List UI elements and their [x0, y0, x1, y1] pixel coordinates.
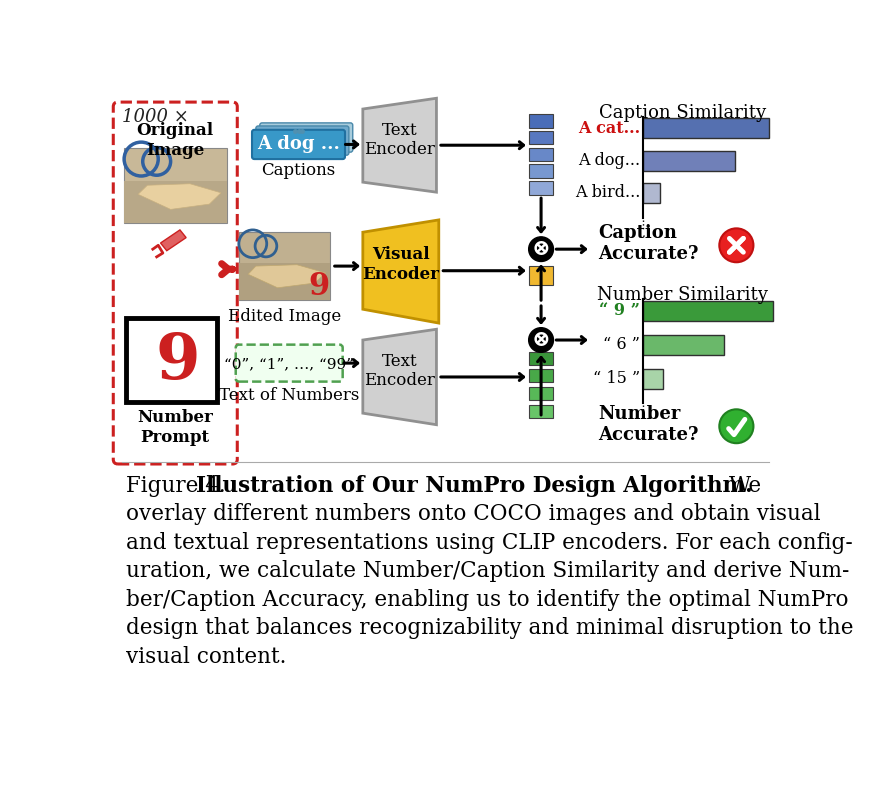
Text: 9: 9	[156, 331, 200, 392]
Text: Number
Accurate?: Number Accurate?	[599, 405, 699, 444]
FancyBboxPatch shape	[643, 183, 660, 203]
Text: Edited Image: Edited Image	[228, 308, 342, 324]
Text: A bird...: A bird...	[575, 185, 640, 201]
Text: We: We	[729, 475, 762, 496]
FancyBboxPatch shape	[643, 369, 662, 389]
Circle shape	[528, 237, 554, 262]
Text: overlay different numbers onto COCO images and obtain visual: overlay different numbers onto COCO imag…	[126, 504, 820, 525]
Polygon shape	[138, 184, 221, 209]
Text: design that balances recognizability and minimal disruption to the: design that balances recognizability and…	[126, 617, 853, 639]
FancyBboxPatch shape	[643, 118, 768, 138]
FancyBboxPatch shape	[528, 266, 554, 285]
Text: visual content.: visual content.	[126, 646, 286, 668]
FancyBboxPatch shape	[255, 126, 348, 155]
FancyBboxPatch shape	[643, 151, 734, 170]
FancyBboxPatch shape	[643, 301, 773, 321]
FancyBboxPatch shape	[528, 370, 554, 382]
Text: Text
Encoder: Text Encoder	[364, 121, 434, 158]
FancyBboxPatch shape	[124, 182, 227, 223]
FancyBboxPatch shape	[528, 113, 554, 128]
Polygon shape	[363, 220, 439, 323]
Text: 1000 ×: 1000 ×	[122, 109, 189, 126]
Circle shape	[720, 409, 753, 443]
Text: ⊗: ⊗	[532, 329, 550, 351]
Text: Figure 4.: Figure 4.	[126, 475, 225, 496]
FancyBboxPatch shape	[124, 147, 227, 223]
FancyBboxPatch shape	[126, 319, 217, 401]
Text: Number Similarity: Number Similarity	[597, 286, 767, 305]
Text: Caption
Accurate?: Caption Accurate?	[599, 224, 699, 263]
FancyBboxPatch shape	[235, 345, 342, 381]
FancyBboxPatch shape	[643, 335, 725, 354]
Text: Illustration of Our NumPro Design Algorithm.: Illustration of Our NumPro Design Algori…	[196, 475, 753, 496]
FancyBboxPatch shape	[239, 232, 330, 300]
FancyBboxPatch shape	[528, 131, 554, 144]
FancyBboxPatch shape	[528, 182, 554, 195]
FancyBboxPatch shape	[528, 164, 554, 178]
Polygon shape	[363, 329, 436, 425]
Text: “ 9 ”: “ 9 ”	[600, 302, 640, 320]
FancyBboxPatch shape	[528, 351, 554, 365]
Text: A cat...: A cat...	[578, 120, 640, 136]
Text: A dog...: A dog...	[578, 152, 640, 169]
Text: ⊗: ⊗	[532, 238, 550, 260]
Text: Captions: Captions	[262, 162, 335, 179]
Text: Text of Numbers: Text of Numbers	[219, 387, 360, 404]
Circle shape	[528, 328, 554, 352]
FancyBboxPatch shape	[239, 262, 330, 300]
Text: and textual representations using CLIP encoders. For each config-: and textual representations using CLIP e…	[126, 532, 852, 554]
FancyBboxPatch shape	[252, 130, 345, 159]
Text: “0”, “1”, …, “99”: “0”, “1”, …, “99”	[224, 357, 355, 371]
Text: uration, we calculate Number/Caption Similarity and derive Num-: uration, we calculate Number/Caption Sim…	[126, 560, 849, 582]
Text: “ 6 ”: “ 6 ”	[603, 336, 640, 353]
FancyBboxPatch shape	[528, 404, 554, 418]
Circle shape	[720, 228, 753, 262]
Text: 9: 9	[308, 270, 330, 301]
Text: Caption Similarity: Caption Similarity	[599, 105, 766, 122]
Polygon shape	[161, 230, 186, 251]
Text: A dog ...: A dog ...	[257, 136, 340, 153]
Text: “ 15 ”: “ 15 ”	[594, 370, 640, 387]
Text: Visual
Encoder: Visual Encoder	[362, 247, 440, 283]
FancyBboxPatch shape	[528, 147, 554, 162]
FancyBboxPatch shape	[528, 387, 554, 400]
Polygon shape	[363, 98, 436, 192]
Text: Original
Image: Original Image	[136, 122, 214, 159]
Polygon shape	[249, 265, 326, 288]
Text: Text
Encoder: Text Encoder	[364, 353, 434, 389]
Text: ber/Caption Accuracy, enabling us to identify the optimal NumPro: ber/Caption Accuracy, enabling us to ide…	[126, 588, 848, 611]
FancyBboxPatch shape	[260, 123, 353, 152]
Text: Number
Prompt: Number Prompt	[137, 409, 213, 446]
